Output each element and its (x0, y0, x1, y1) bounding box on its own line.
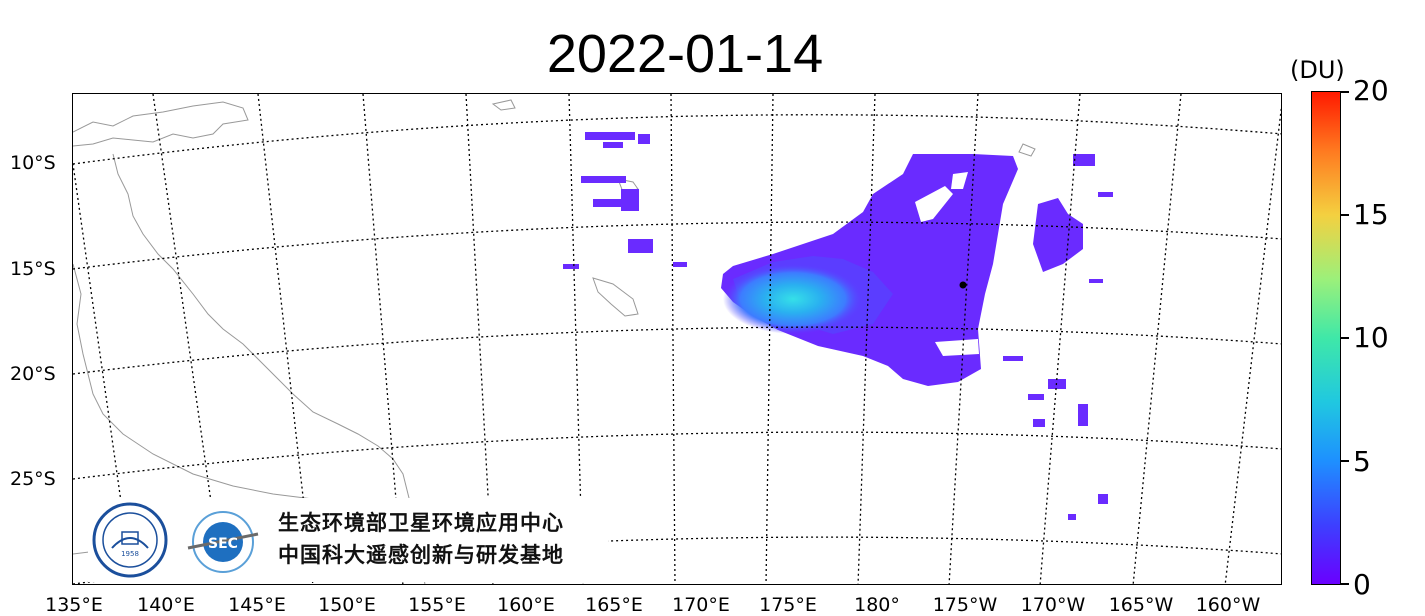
sec-badge: SEC (208, 536, 238, 552)
logo-line-1: 生态环境部卫星环境应用中心 (278, 511, 564, 535)
lon-label: 180° (854, 594, 900, 616)
seal-year: 1958 (121, 550, 139, 558)
lon-label: 145°E (228, 594, 286, 616)
lon-label: 165°E (585, 594, 643, 616)
lon-label: 175°E (759, 594, 817, 616)
colorbar-tick (1341, 583, 1349, 585)
colorbar-label-5: 5 (1353, 445, 1371, 478)
lon-label: 175°W (932, 594, 998, 616)
university-seal-icon: 1958 (92, 502, 168, 578)
colorbar-tick (1341, 214, 1349, 216)
colorbar-label-0: 0 (1353, 568, 1371, 601)
sec-logo-icon: SEC (187, 511, 259, 573)
colorbar (1311, 91, 1341, 585)
logo-panel: 1958 SEC 生态环境部卫星环境应用中心 中国科大遥感创新与研发基地 (88, 498, 608, 582)
lon-label: 170°W (1020, 594, 1086, 616)
colorbar-label-10: 10 (1353, 321, 1389, 354)
lon-label: 150°E (318, 594, 376, 616)
lat-label-25s: 25°S (10, 468, 56, 490)
so2-plume (563, 132, 1113, 520)
logo-line-2: 中国科大遥感创新与研发基地 (278, 543, 564, 567)
map-title: 2022-01-14 (546, 24, 824, 84)
colorbar-label-15: 15 (1353, 198, 1389, 231)
lat-label-20s: 20°S (10, 363, 56, 385)
colorbar-tick (1341, 91, 1349, 93)
colorbar-tick (1341, 337, 1349, 339)
lon-label: 165°W (1108, 594, 1174, 616)
lon-label: 160°E (497, 594, 555, 616)
coastlines (73, 99, 1036, 584)
lon-label: 155°E (408, 594, 466, 616)
map-canvas (73, 94, 1281, 584)
colorbar-tick (1341, 460, 1349, 462)
volcano-marker (959, 281, 967, 289)
institution-logos: 1958 SEC (92, 502, 259, 578)
lon-label: 170°E (672, 594, 730, 616)
colorbar-unit: (DU) (1290, 56, 1345, 84)
lat-label-15s: 15°S (10, 258, 56, 280)
lat-label-10s: 10°S (10, 152, 56, 174)
lon-label: 135°E (45, 594, 103, 616)
colorbar-label-20: 20 (1353, 74, 1389, 107)
lon-label: 160°W (1195, 594, 1261, 616)
lon-label: 140°E (137, 594, 195, 616)
